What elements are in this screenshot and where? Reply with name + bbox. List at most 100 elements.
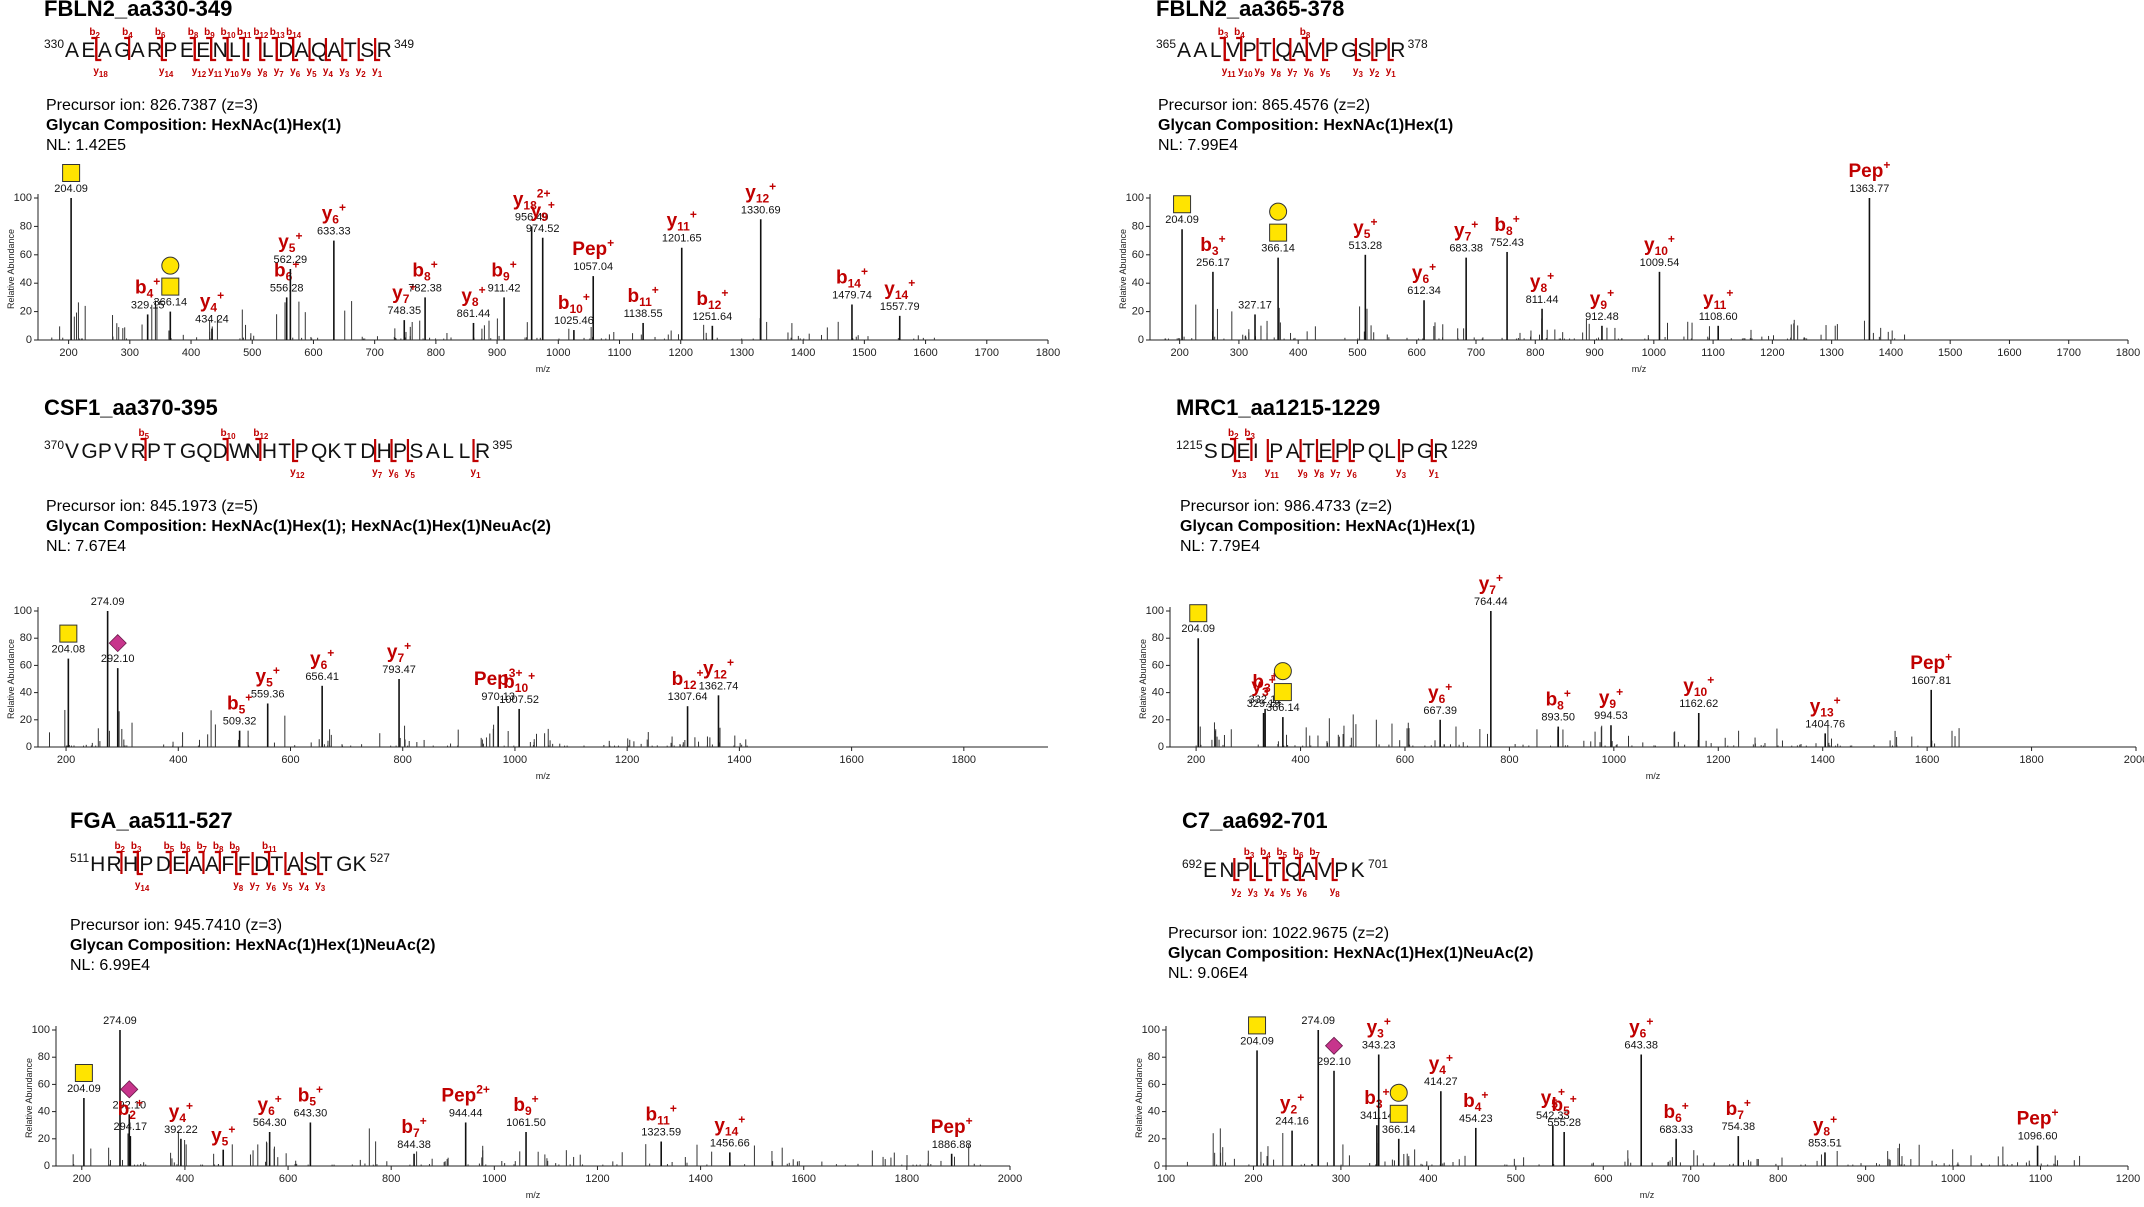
peak-mz-label: 1057.04 <box>573 261 613 273</box>
y-fragment-bracket <box>1240 38 1247 62</box>
residue: A <box>65 39 79 62</box>
peak-mz-label: 811.44 <box>1526 294 1559 306</box>
precursor-ion: Precursor ion: 986.4733 (z=2) <box>1180 498 1393 515</box>
b-ion-label: b11 <box>237 27 252 40</box>
ms2-spectrum: 0 20 40 60 80 100 200 400 600 800 1000 1200 1400 1600… <box>6 596 1048 781</box>
ion-annotation: y5+ <box>211 1123 235 1149</box>
x-tick-label: 800 <box>1526 347 1544 359</box>
residue: N <box>245 440 260 463</box>
x-tick-label: 600 <box>1408 347 1426 359</box>
normalization-level: NL: 9.06E4 <box>1168 965 1249 982</box>
b-fragment-bracket <box>255 437 262 461</box>
y-tick-label: 60 <box>20 659 32 671</box>
ion-annotation: y14+ <box>884 276 915 302</box>
ion-annotation: y6+ <box>1428 680 1452 706</box>
residue: D <box>278 39 293 62</box>
y-axis-label: Relative Abundance <box>24 1058 34 1138</box>
peak-mz-label: 974.52 <box>526 223 560 235</box>
residue: T <box>344 440 357 463</box>
residue: P <box>1269 440 1283 463</box>
peak-mz-label: 454.23 <box>1459 1113 1493 1125</box>
ion-annotation: y8+ <box>461 283 485 309</box>
x-tick-label: 200 <box>1244 1173 1262 1185</box>
panel-title: FGA_aa511-527 <box>70 808 233 833</box>
x-tick-label: 1200 <box>668 347 692 359</box>
y-tick-label: 0 <box>26 334 32 346</box>
residue: A <box>1286 440 1300 463</box>
y-fragment-bracket <box>95 38 102 62</box>
y-ion-label: y6 <box>290 66 301 79</box>
ion-annotation: y7+ <box>1479 571 1503 597</box>
sequence-end-number: 395 <box>492 438 512 452</box>
residue: K <box>1351 859 1365 882</box>
x-tick-label: 1100 <box>608 347 632 359</box>
ms2-spectrum: 0 20 40 60 80 100 200 400 600 800 1000 1200 1400 1600… <box>1138 571 2144 781</box>
peak-mz-label: 683.38 <box>1449 243 1483 255</box>
y-fragment-bracket <box>1305 38 1312 62</box>
b-ion-label: b2 <box>89 27 100 40</box>
peak-mz-label: 667.39 <box>1423 705 1457 717</box>
x-tick-label: 300 <box>1332 1173 1350 1185</box>
x-tick-label: 900 <box>1856 1173 1874 1185</box>
x-tick-label: 1400 <box>688 1173 712 1185</box>
y-tick-label: 20 <box>1152 714 1164 726</box>
x-tick-label: 1200 <box>2116 1173 2140 1185</box>
y-fragment-bracket <box>292 38 299 62</box>
residue: D <box>1220 440 1235 463</box>
peak-mz-label: 853.51 <box>1808 1137 1842 1149</box>
x-tick-label: 1500 <box>852 347 876 359</box>
y-fragment-bracket <box>1299 439 1306 463</box>
b-ion-label: b8 <box>1300 27 1311 40</box>
y-fragment-bracket <box>160 38 167 62</box>
x-tick-label: 2000 <box>998 1173 1022 1185</box>
y-ion-label: y2 <box>356 66 367 79</box>
peak-mz-label: 329.15 <box>131 299 165 311</box>
y-fragment-bracket <box>357 38 364 62</box>
peak-mz-label: 633.33 <box>317 226 351 238</box>
precursor-ion: Precursor ion: 845.1973 (z=5) <box>46 498 259 515</box>
x-tick-label: 1400 <box>727 754 751 766</box>
x-tick-label: 1000 <box>1642 347 1666 359</box>
precursor-ion: Precursor ion: 826.7387 (z=3) <box>46 97 259 114</box>
b-ion-label: b10 <box>221 428 237 441</box>
y-axis-label: Relative Abundance <box>6 229 16 309</box>
peak-mz-label: 332.11 <box>1249 694 1282 706</box>
residue: A <box>131 39 145 62</box>
peak-mz-label: 366.14 <box>1266 702 1300 714</box>
y-ion-label: y1 <box>1429 467 1440 480</box>
residue: V <box>114 440 128 463</box>
x-tick-label: 600 <box>1594 1173 1612 1185</box>
b-fragment-bracket <box>214 850 221 874</box>
peak-mz-label: 204.09 <box>54 183 88 195</box>
panel-title: CSF1_aa370-395 <box>44 395 218 420</box>
x-tick-label: 800 <box>394 754 412 766</box>
peak-mz-label: 564.30 <box>253 1117 287 1129</box>
y-ion-label: y9 <box>1255 66 1266 79</box>
y-fragment-bracket <box>1430 439 1437 463</box>
peak-mz-label: 204.09 <box>1165 214 1199 226</box>
b-ion-label: b10 <box>221 27 237 40</box>
hexnac-square-icon <box>1389 1104 1408 1123</box>
peak-mz-label: 555.28 <box>1547 1117 1581 1129</box>
b-ion-label: b2 <box>1228 428 1239 441</box>
peak-mz-label: 329.19 <box>1247 698 1281 710</box>
x-tick-label: 1400 <box>1879 347 1903 359</box>
residue: L <box>442 440 454 463</box>
y-tick-label: 100 <box>14 192 32 204</box>
y-tick-label: 80 <box>1132 220 1144 232</box>
hexnac-square-icon <box>62 164 81 182</box>
glycan-composition: Glycan Composition: HexNAc(1)Hex(1) <box>1180 518 1476 535</box>
b-ion-label: b4 <box>1260 847 1271 860</box>
precursor-ion: Precursor ion: 1022.9675 (z=2) <box>1168 925 1390 942</box>
residue: V <box>1308 39 1322 62</box>
y-tick-label: 100 <box>1146 605 1164 617</box>
ion-annotation: b8+ <box>1494 212 1519 238</box>
y-ion-label: y6 <box>1347 467 1358 480</box>
y-fragment-bracket <box>1397 439 1405 463</box>
peak-mz-label: 1363.77 <box>1850 183 1890 195</box>
peak-mz-label: 782.38 <box>408 282 442 294</box>
y-fragment-bracket <box>1223 38 1230 62</box>
residue: S <box>360 39 374 62</box>
residue: Q <box>1275 39 1291 62</box>
x-axis-label: m/z <box>526 1190 541 1200</box>
